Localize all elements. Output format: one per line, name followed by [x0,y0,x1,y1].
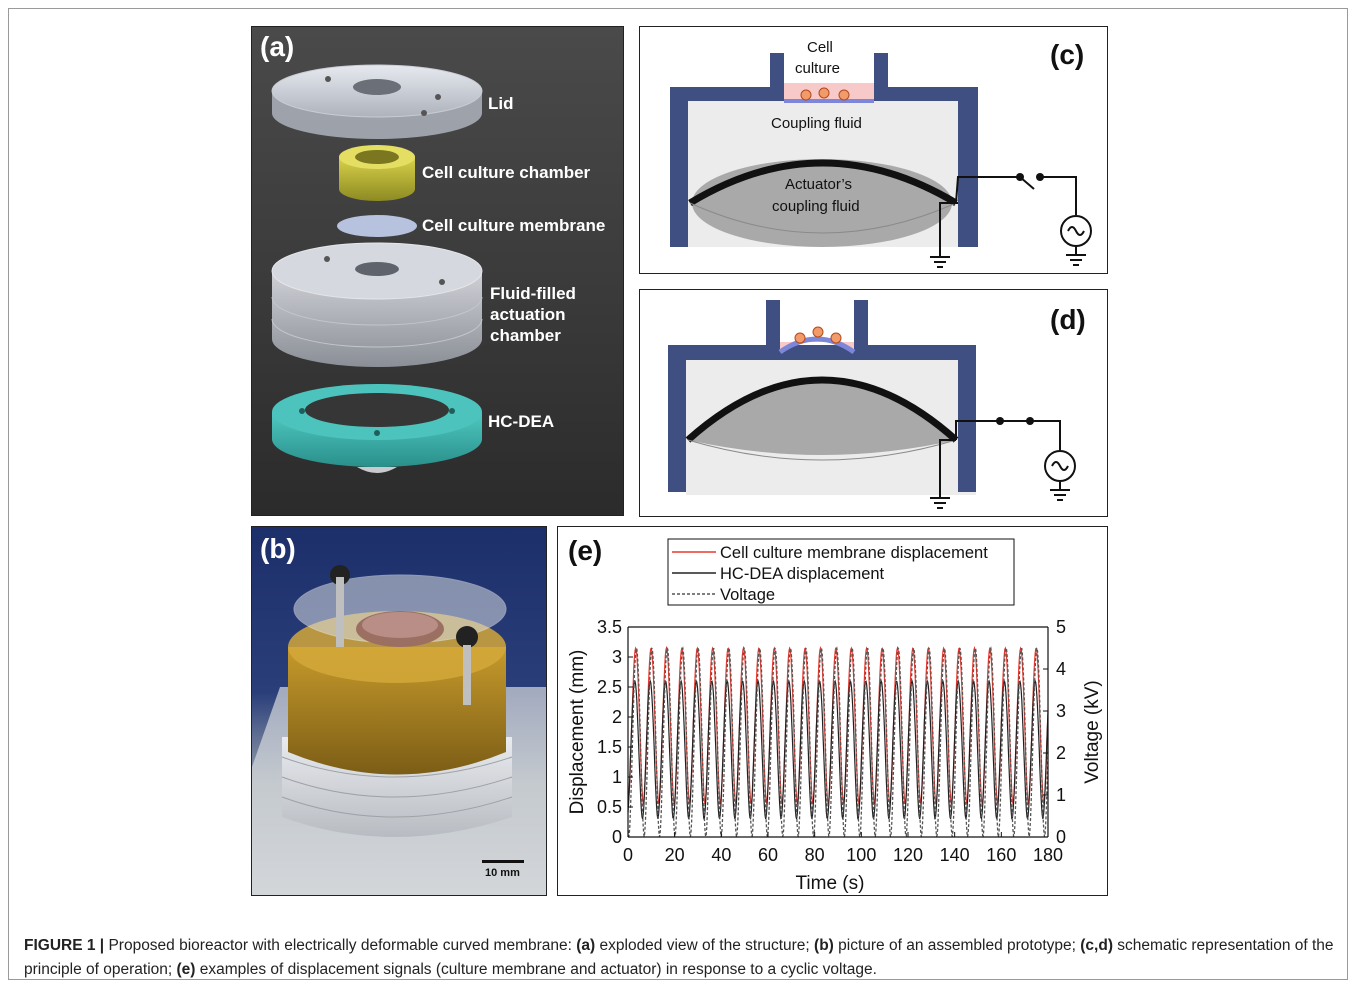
caption-text-3: picture of an assembled prototype; [833,937,1081,954]
caption-figure-number: FIGURE 1 | [24,937,105,954]
caption-text-4: schematic representation of the principl… [24,937,1334,978]
label-cell-culture-chamber: Cell culture chamber [422,163,591,182]
caption-key-b: (b) [814,937,834,954]
coupling-fluid-label: Coupling fluid [771,115,862,132]
panel-c-label: (c) [1050,39,1085,70]
x-tick-label: 140 [940,845,970,865]
caption-key-e: (e) [176,961,196,978]
y-tick-label: 0 [612,827,622,847]
label-fluid-line-1: Fluid-filled [490,284,576,303]
caption-text-5: examples of displacement signals (cultur… [195,961,877,978]
schematic-relaxed [670,53,1092,268]
cell-culture-label-2: culture [795,60,841,77]
x-tick-label: 80 [805,845,825,865]
schematic-actuated [668,300,1076,509]
x-tick-label: 0 [623,845,633,865]
y2-tick-label: 1 [1056,785,1066,805]
actuator-label-1: Actuator’s [785,176,852,193]
x-tick-label: 160 [986,845,1016,865]
panel-d-label: (d) [1050,304,1086,335]
y-tick-label: 1.5 [597,737,622,757]
y-tick-label: 0.5 [597,797,622,817]
series-line-3 [627,646,1049,838]
exploded-view-illustration [271,64,483,473]
series-line-2 [627,679,1049,820]
label-fluid-line-3: chamber [490,326,561,345]
actuation-chamber-part [271,242,483,367]
hc-dea-part [272,384,482,473]
figure-caption: FIGURE 1 | Proposed bioreactor with elec… [24,934,1334,982]
actuator-label-2: coupling fluid [772,198,860,215]
label-lid: Lid [488,94,514,113]
cell-culture-label-1: Cell [807,39,833,56]
panel-a: (a) [251,26,624,516]
y2-tick-label: 0 [1056,827,1066,847]
panel-d: (d) [639,289,1108,517]
label-fluid-line-2: actuation [490,305,566,324]
x-tick-label: 60 [758,845,778,865]
panel-b: (b) 10 mm [251,526,547,896]
cell-culture-chamber-part [339,145,415,201]
label-hc-dea: HC-DEA [488,412,555,431]
y2-tick-label: 5 [1056,617,1066,637]
x-tick-label: 100 [846,845,876,865]
x-tick-label: 180 [1033,845,1063,865]
legend-label-3: Voltage [720,586,775,604]
caption-key-cd: (c,d) [1080,937,1113,954]
y-tick-label: 2 [612,707,622,727]
y-tick-label: 3.5 [597,617,622,637]
prototype-photo [252,565,546,895]
y-tick-label: 1 [612,767,622,787]
caption-key-a: (a) [576,937,596,954]
x-tick-label: 120 [893,845,923,865]
caption-text-2: exploded view of the structure; [595,937,815,954]
panel-e: (e) 0 20 40 60 80 100 120 140 160 180 0 0.5 1 1.5 2 2.5… [557,526,1108,896]
membrane-part [337,215,417,237]
y2-tick-label: 2 [1056,743,1066,763]
x-tick-label: 40 [711,845,731,865]
legend-box [667,538,1015,606]
x-tick-label: 20 [665,845,685,865]
caption-text-1: Proposed bioreactor with electrically de… [104,937,577,954]
legend-label-1: Cell culture membrane displacement [720,544,988,562]
panel-a-label: (a) [260,31,295,62]
figure-frame [8,8,1348,980]
legend-label-2: HC-DEA displacement [720,565,885,583]
y2-tick-label: 4 [1056,659,1066,679]
displacement-chart: 0 20 40 60 80 100 120 140 160 18000.511.522.533.5… [567,538,1103,894]
y-axis-title: Displacement (mm) [567,650,588,815]
label-cell-culture-membrane: Cell culture membrane [422,216,606,235]
y-tick-label: 2.5 [597,677,622,697]
scale-bar-label: 10 mm [485,867,520,879]
y2-axis-title: Voltage (kV) [1082,680,1103,784]
y-tick-label: 3 [612,647,622,667]
y2-tick-label: 3 [1056,701,1066,721]
x-axis-title: Time (s) [796,873,865,894]
panel-c: (c) Cell culture Coupling fluid Actuator… [639,26,1108,274]
lid-part [271,64,483,139]
panel-b-label: (b) [260,533,296,564]
panel-e-label: (e) [568,535,603,566]
